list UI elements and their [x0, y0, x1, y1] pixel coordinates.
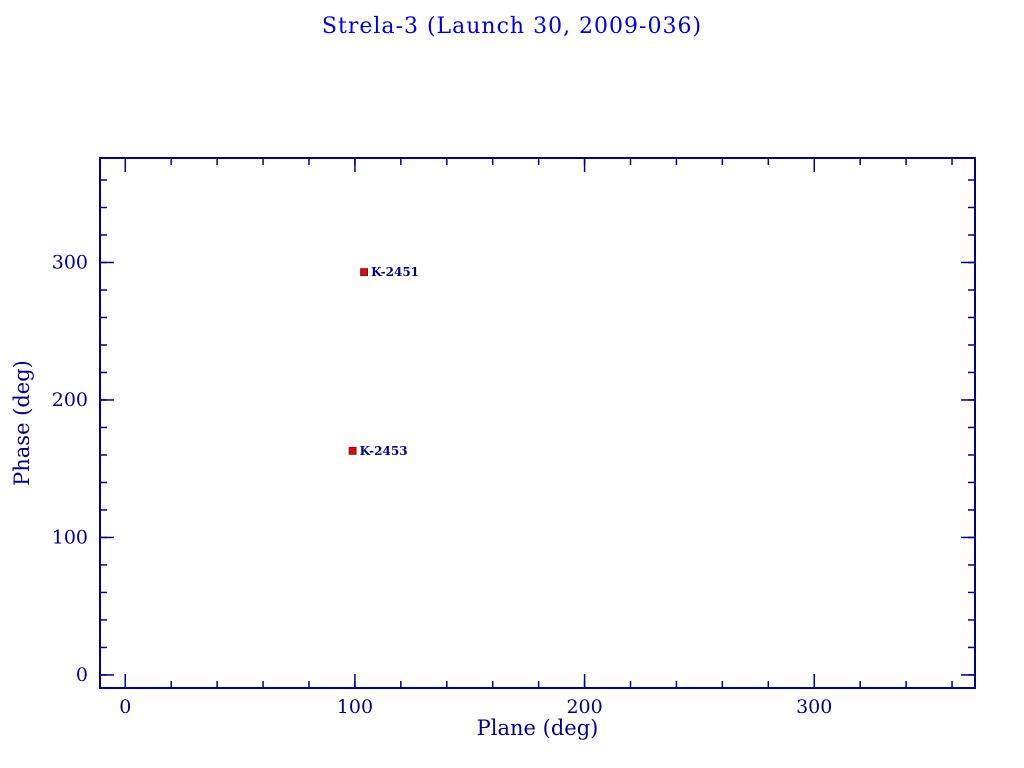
data-point-marker	[348, 446, 357, 455]
plot-frame	[99, 157, 976, 689]
y-tick-label: 100	[52, 526, 88, 548]
y-axis-label: Phase (deg)	[10, 360, 34, 486]
x-tick-label: 0	[119, 696, 131, 718]
data-point-marker	[360, 268, 369, 277]
chart-title: Strela-3 (Launch 30, 2009-036)	[321, 14, 703, 39]
y-tick-label: 0	[76, 664, 88, 686]
x-tick-label: 300	[796, 696, 832, 718]
x-tick-label: 200	[566, 696, 602, 718]
x-axis-label: Plane (deg)	[476, 716, 599, 740]
data-point-label: K-2453	[360, 444, 408, 458]
y-tick-label: 200	[52, 389, 88, 411]
y-tick-label: 300	[52, 251, 88, 273]
x-tick-label: 100	[337, 696, 373, 718]
data-point-label: K-2451	[371, 265, 419, 279]
